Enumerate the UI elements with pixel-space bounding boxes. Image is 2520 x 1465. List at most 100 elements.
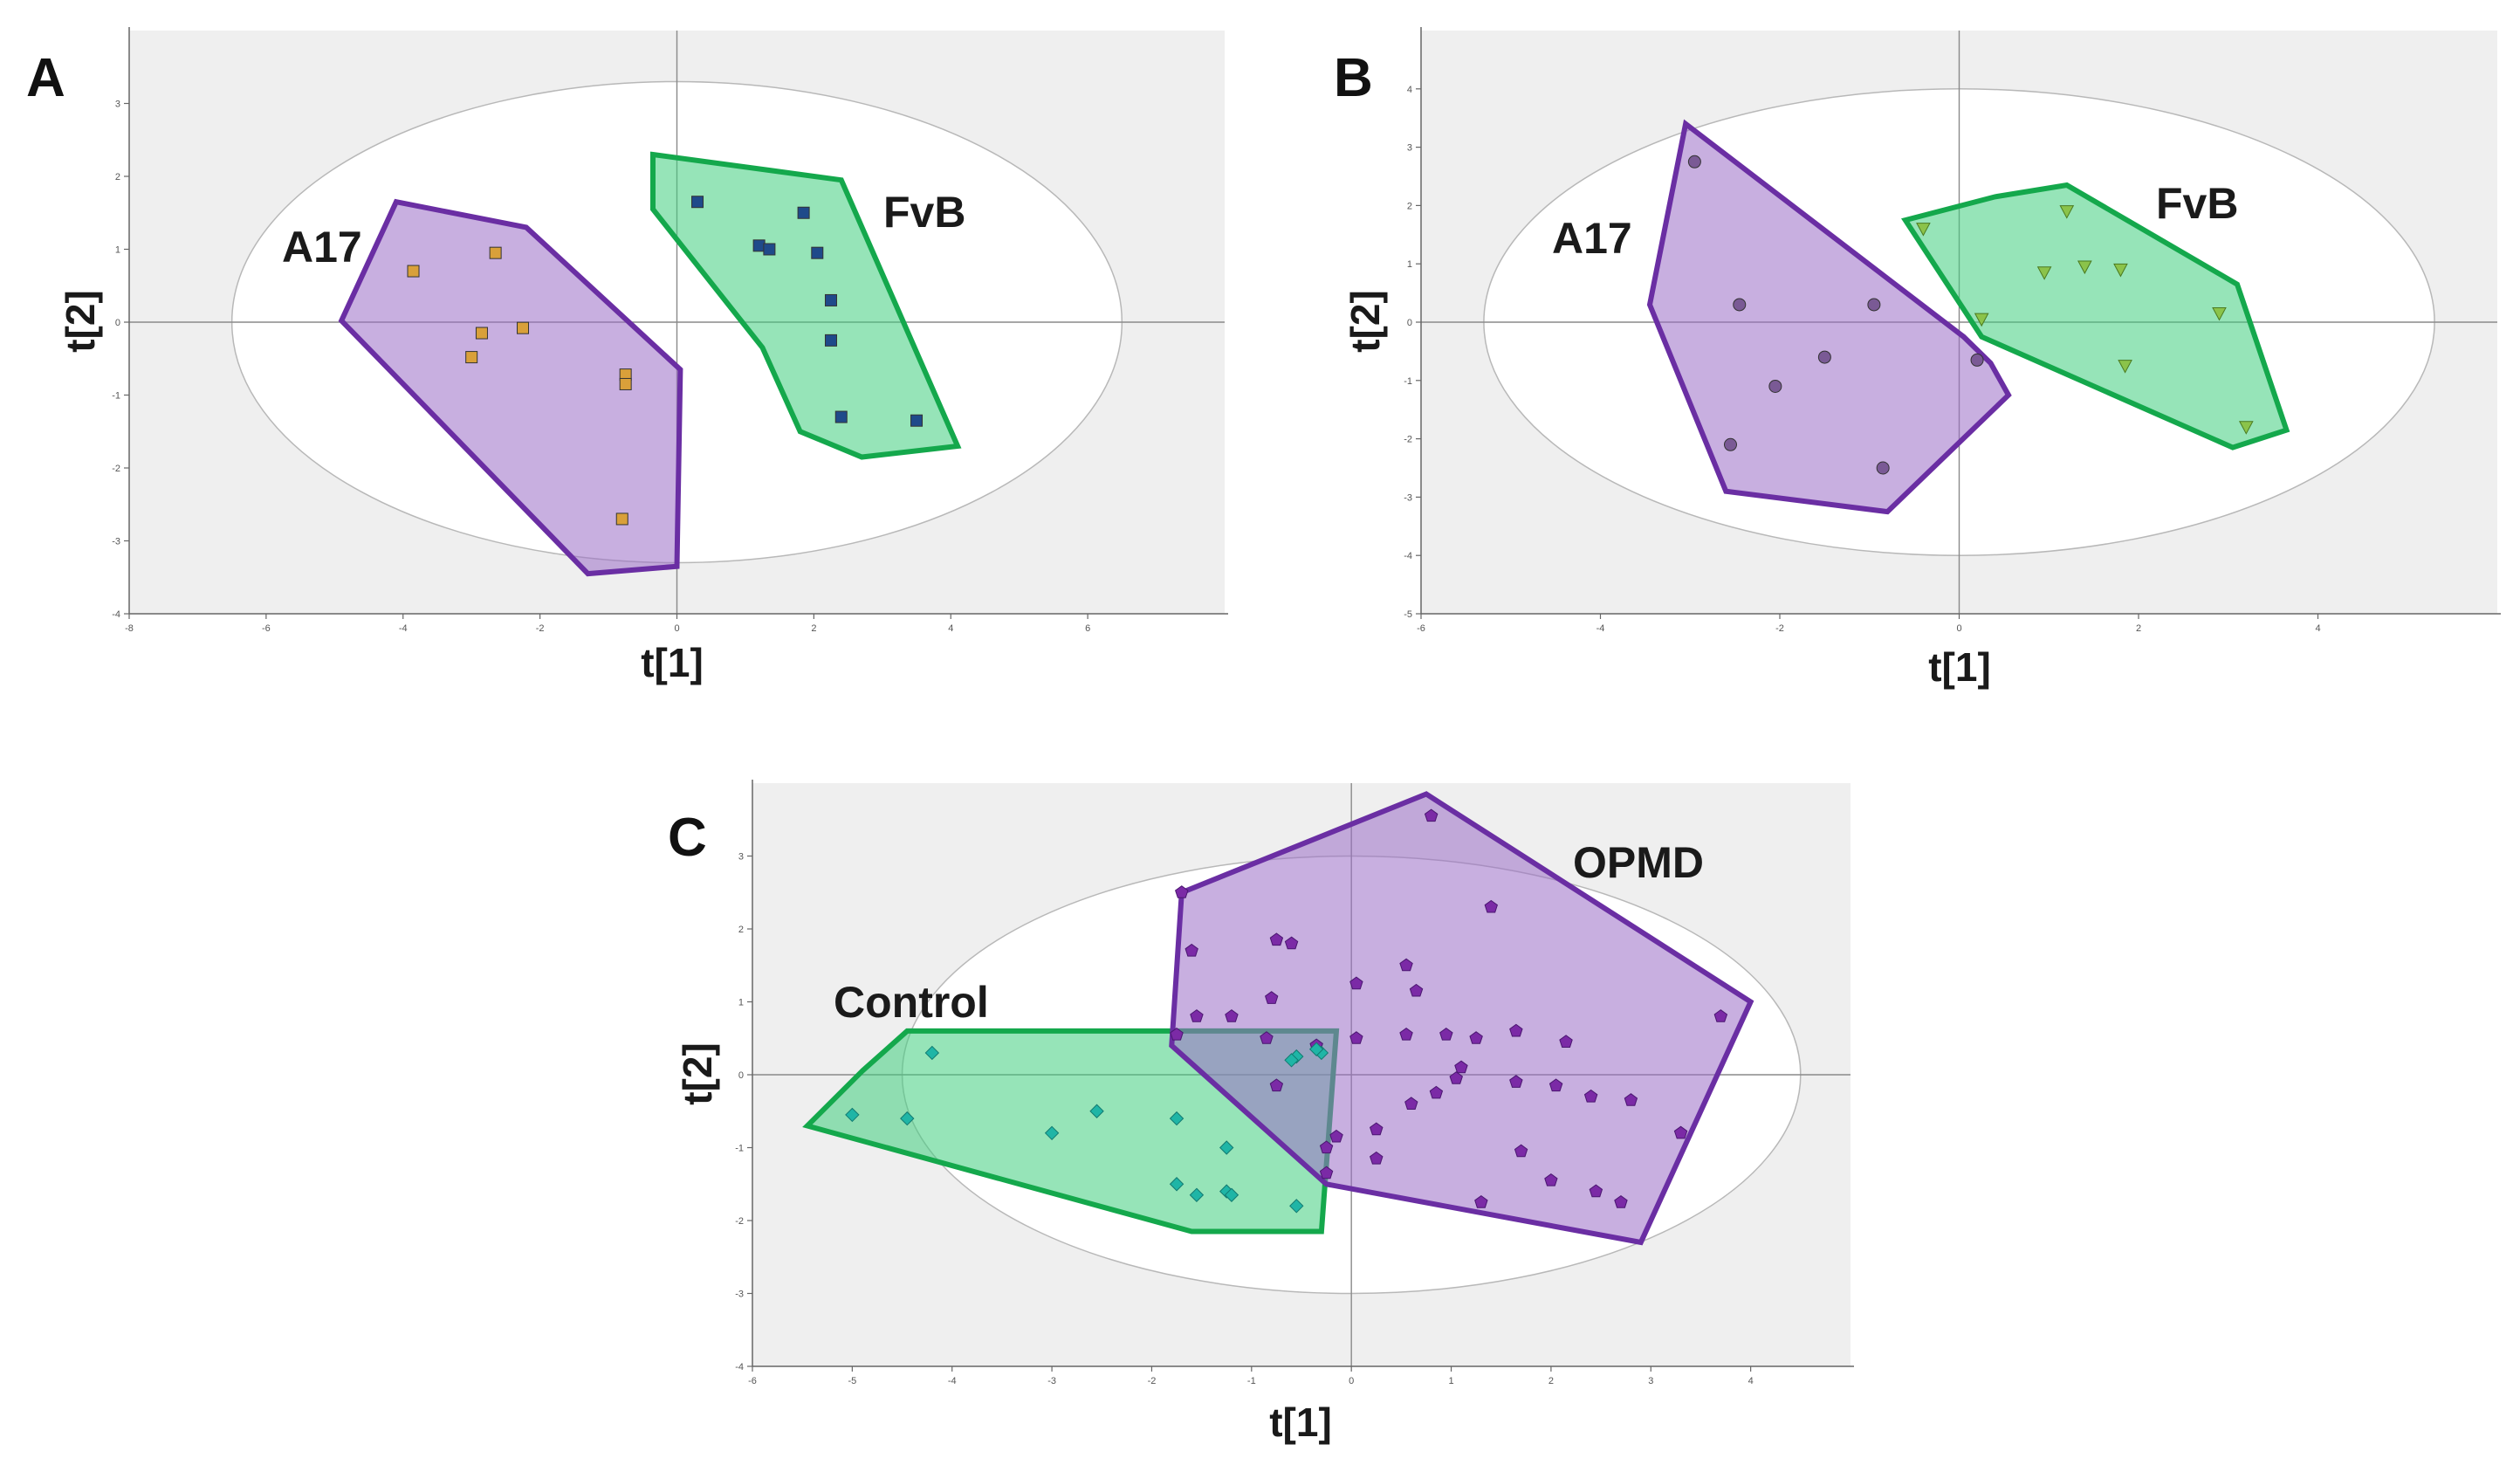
point-fvb (2059, 205, 2075, 219)
point-a17 (1768, 379, 1782, 393)
y-tick-label: 3 (115, 100, 120, 110)
y-tick-label: 1 (738, 998, 744, 1008)
x-tick-label: -1 (1247, 1376, 1256, 1386)
x-tick-label: 4 (948, 623, 953, 634)
point-opmd (1454, 1060, 1468, 1074)
panel-a-group-hulls (338, 151, 962, 577)
point-opmd (1269, 932, 1284, 946)
panel-a-data-points (407, 196, 924, 526)
x-tick-label: 2 (2136, 623, 2141, 634)
panel-a-y-axis-title: t[2] (58, 290, 103, 353)
point-opmd (1624, 1093, 1638, 1106)
point-control (1224, 1187, 1239, 1202)
point-control (1289, 1199, 1304, 1214)
point-control (845, 1107, 860, 1123)
x-tick-label: 0 (674, 623, 679, 634)
point-a17 (489, 246, 502, 259)
x-tick-label: 3 (1648, 1376, 1653, 1386)
point-fvb (763, 243, 776, 256)
y-tick-label: -2 (735, 1216, 744, 1227)
point-opmd (1319, 1166, 1334, 1180)
x-tick-label: -2 (1148, 1376, 1157, 1386)
point-a17 (465, 351, 478, 364)
y-tick-label: 0 (738, 1070, 744, 1081)
point-opmd (1409, 983, 1424, 997)
panel-c-axes: -6 -5 -4 -3 -2 -1 0 1 2 3 4 -4 -3 -2 -1 0 1 2 3 (735, 780, 1854, 1386)
y-tick-label: 1 (115, 245, 120, 256)
panel-c-letter: C (668, 808, 707, 868)
y-tick-label: 1 (1407, 259, 1412, 270)
point-a17 (619, 377, 632, 390)
panel-c-y-axis-title: t[2] (675, 1042, 720, 1105)
y-tick-label: -2 (1404, 435, 1412, 445)
y-tick-label: -4 (112, 609, 120, 620)
point-fvb (2077, 260, 2092, 275)
point-a17 (1817, 350, 1831, 364)
point-fvb (824, 293, 837, 306)
panel-b-data-points (1687, 155, 2254, 475)
x-tick-label: 2 (1548, 1376, 1554, 1386)
x-tick-label: -4 (1596, 623, 1605, 634)
point-fvb (834, 410, 848, 423)
point-a17 (475, 327, 488, 340)
panel-b-group-hulls (1646, 119, 2290, 515)
y-tick-label: 0 (1407, 318, 1412, 328)
point-control (1044, 1125, 1060, 1141)
panel-a: -8 -6 -4 -2 0 2 4 6 -4 -3 -2 -1 0 1 2 3 A t[1] t[2] A17… (26, 27, 1228, 685)
point-fvb (2238, 421, 2254, 435)
point-opmd (1474, 1194, 1488, 1208)
hull-a17 (1646, 119, 2012, 515)
point-control (924, 1045, 940, 1061)
point-opmd (1469, 1031, 1483, 1044)
x-tick-label: 1 (1448, 1376, 1453, 1386)
point-opmd (1225, 1009, 1239, 1022)
panel-b: -6 -4 -2 0 2 4 -5 -4 -3 -2 -1 0 1 2 3 4 B t[1] t[2] A17… (1334, 27, 2501, 690)
x-tick-label: -3 (1047, 1376, 1056, 1386)
point-control (1169, 1111, 1184, 1126)
point-fvb (1974, 313, 1989, 327)
point-fvb (2118, 360, 2132, 374)
point-opmd (1184, 943, 1198, 957)
panel-c-group-hulls (802, 791, 1754, 1246)
panel-a-x-axis-title: t[1] (641, 640, 704, 685)
y-tick-label: -1 (1404, 376, 1412, 387)
point-opmd (1404, 1097, 1418, 1110)
point-opmd (1349, 976, 1363, 990)
x-tick-label: 0 (1956, 623, 1961, 634)
panel-c-label-opmd: OPMD (1573, 838, 1704, 887)
point-opmd (1439, 1027, 1453, 1041)
hull-control (802, 1028, 1340, 1235)
panel-c-label-control: Control (834, 978, 989, 1027)
point-opmd (1265, 991, 1279, 1004)
panel-b-y-axis-title: t[2] (1342, 290, 1388, 353)
point-control (1169, 1177, 1184, 1192)
panel-c: -6 -5 -4 -3 -2 -1 0 1 2 3 4 -4 -3 -2 -1 0 1 2 3 C t[1] t[2… (668, 780, 1854, 1445)
point-opmd (1349, 1031, 1363, 1044)
x-tick-label: -4 (948, 1376, 957, 1386)
x-tick-label: -5 (848, 1376, 856, 1386)
point-a17 (1867, 298, 1881, 312)
point-fvb (2212, 306, 2227, 321)
y-tick-label: 0 (115, 318, 120, 328)
point-opmd (1370, 1151, 1384, 1165)
y-tick-label: -3 (1404, 492, 1412, 503)
panel-b-axes: -6 -4 -2 0 2 4 -5 -4 -3 -2 -1 0 1 2 3 4 (1404, 27, 2501, 634)
point-opmd (1429, 1085, 1444, 1099)
point-opmd (1399, 958, 1413, 972)
y-tick-label: -1 (112, 391, 120, 402)
x-tick-label: 4 (2315, 623, 2320, 634)
point-a17 (1687, 155, 1701, 169)
panel-a-axes: -8 -6 -4 -2 0 2 4 6 -4 -3 -2 -1 0 1 2 3 (112, 27, 1228, 634)
panel-b-label-fvb: FvB (2156, 179, 2238, 228)
point-fvb (910, 414, 924, 427)
point-opmd (1614, 1194, 1628, 1208)
point-opmd (1583, 1089, 1598, 1103)
panel-b-label-a17: A17 (1552, 214, 1632, 263)
point-a17 (615, 512, 628, 526)
point-control (1089, 1104, 1104, 1118)
y-tick-label: 2 (738, 925, 744, 935)
point-opmd (1514, 1144, 1528, 1158)
point-opmd (1190, 1009, 1204, 1022)
point-control (900, 1111, 915, 1126)
